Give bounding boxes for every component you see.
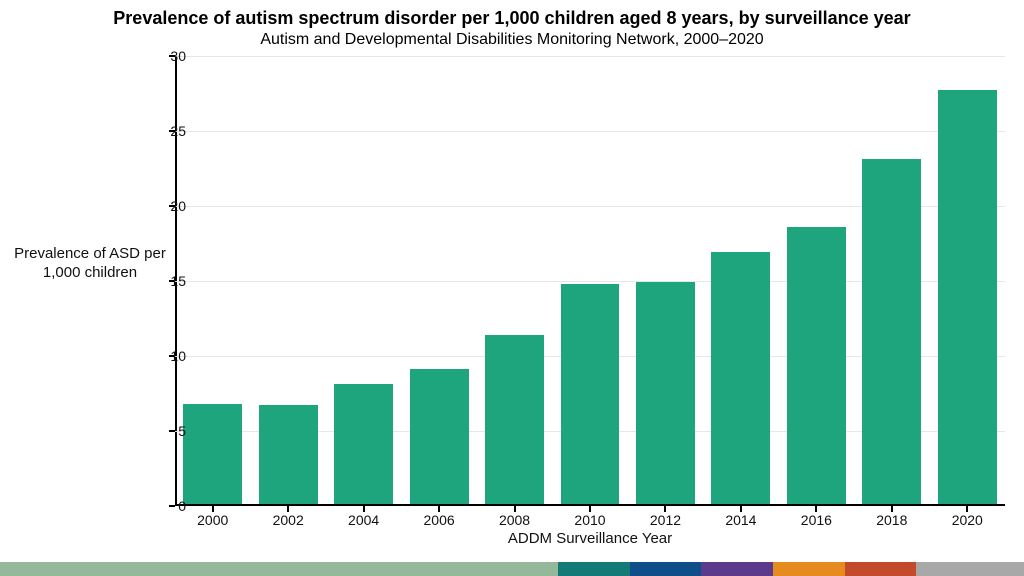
- y-tick-label: 25: [146, 123, 186, 139]
- x-tick-label: 2002: [273, 512, 304, 528]
- grid-line: [175, 131, 1005, 132]
- x-tick-label: 2014: [725, 512, 756, 528]
- y-tick-label: 30: [146, 48, 186, 64]
- x-tick-label: 2016: [801, 512, 832, 528]
- bar: [183, 404, 242, 505]
- x-tick-label: 2000: [197, 512, 228, 528]
- y-tick-label: 0: [146, 498, 186, 514]
- x-tick-label: 2008: [499, 512, 530, 528]
- page: Prevalence of autism spectrum disorder p…: [0, 0, 1024, 576]
- grid-line: [175, 56, 1005, 57]
- chart-area: [175, 56, 1005, 506]
- footer-segment: [630, 562, 702, 576]
- bar: [636, 282, 695, 504]
- footer-color-band: [0, 562, 1024, 576]
- x-tick-label: 2010: [574, 512, 605, 528]
- footer-segment: [916, 562, 1024, 576]
- footer-segment: [701, 562, 773, 576]
- titles-block: Prevalence of autism spectrum disorder p…: [0, 0, 1024, 49]
- footer-segment: [845, 562, 917, 576]
- x-tick-label: 2020: [952, 512, 983, 528]
- y-tick-label: 15: [146, 273, 186, 289]
- bar: [410, 369, 469, 504]
- x-tick-label: 2018: [876, 512, 907, 528]
- bar: [334, 384, 393, 504]
- x-tick-label: 2012: [650, 512, 681, 528]
- footer-segment: [0, 562, 558, 576]
- x-tick-label: 2006: [424, 512, 455, 528]
- x-tick-label: 2004: [348, 512, 379, 528]
- footer-segment: [773, 562, 845, 576]
- bar: [711, 252, 770, 504]
- plot-region: [175, 56, 1005, 506]
- footer-segment: [558, 562, 630, 576]
- bar: [485, 335, 544, 505]
- x-axis-title: ADDM Surveillance Year: [175, 530, 1005, 547]
- bar: [938, 90, 997, 504]
- y-tick-label: 10: [146, 348, 186, 364]
- chart-title: Prevalence of autism spectrum disorder p…: [0, 8, 1024, 29]
- y-tick-label: 20: [146, 198, 186, 214]
- y-tick-label: 5: [146, 423, 186, 439]
- chart-subtitle: Autism and Developmental Disabilities Mo…: [0, 31, 1024, 49]
- bar: [259, 405, 318, 504]
- bar: [862, 159, 921, 504]
- bar: [787, 227, 846, 505]
- bar: [561, 284, 620, 505]
